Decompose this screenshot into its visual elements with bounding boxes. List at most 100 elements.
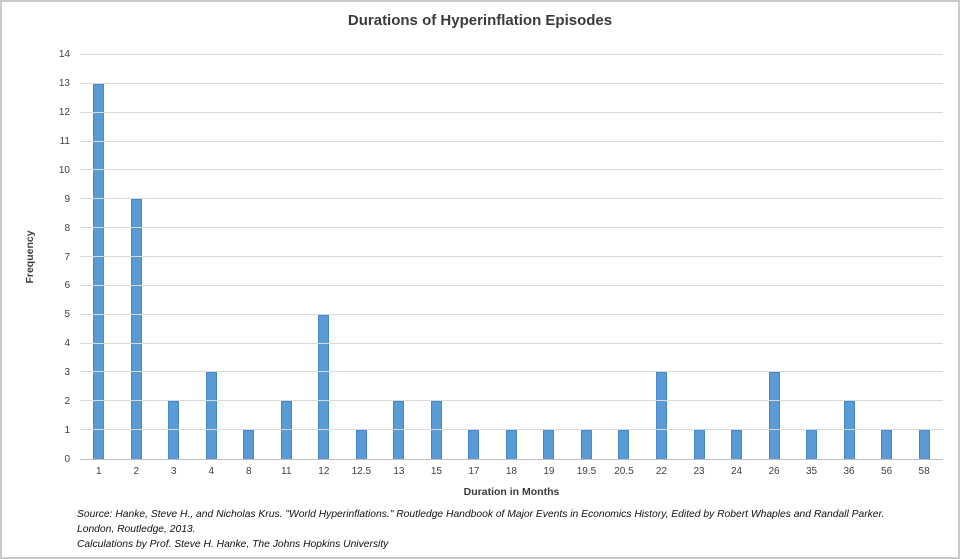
y-tick-label: 8 xyxy=(64,222,70,234)
bar-slot xyxy=(680,55,718,459)
x-tick-label: 3 xyxy=(171,466,177,477)
y-tick-label: 7 xyxy=(64,251,70,263)
y-tick-label: 5 xyxy=(64,309,70,321)
bar-slot xyxy=(718,55,756,459)
gridline xyxy=(80,371,943,373)
gridline xyxy=(80,227,943,229)
y-tick-label: 2 xyxy=(64,396,70,408)
gridline xyxy=(80,342,943,344)
bar xyxy=(505,430,517,459)
y-tick-label: 11 xyxy=(59,135,70,147)
bar xyxy=(93,83,105,459)
bar xyxy=(130,199,142,459)
x-tick-label: 23 xyxy=(693,466,705,477)
bar-slot xyxy=(193,55,231,459)
source-line: Calculations by Prof. Steve H. Hanke, Th… xyxy=(77,539,389,550)
bar xyxy=(918,430,930,459)
y-tick-label: 3 xyxy=(64,367,70,379)
bar-slot xyxy=(230,55,268,459)
source-footer: Source: Hanke, Steve H., and Nicholas Kr… xyxy=(77,507,947,552)
bar-slot xyxy=(418,55,456,459)
x-axis-title: Duration in Months xyxy=(463,486,560,498)
source-line: London, Routledge, 2013. xyxy=(77,524,196,535)
y-tick-label: 4 xyxy=(64,338,70,350)
bar-slot xyxy=(830,55,868,459)
bar-slot xyxy=(530,55,568,459)
y-tick-label: 10 xyxy=(58,164,70,176)
x-tick-label: 26 xyxy=(768,466,780,477)
source-line: Source: Hanke, Steve H., and Nicholas Kr… xyxy=(77,509,885,520)
bar-slot xyxy=(643,55,681,459)
x-tick-label: 13 xyxy=(393,466,405,477)
y-tick-label: 0 xyxy=(64,454,70,465)
bar-slot xyxy=(268,55,306,459)
bar-slot xyxy=(80,55,118,459)
gridline xyxy=(80,256,943,257)
x-tick-label: 19 xyxy=(543,466,555,477)
chart-title: Durations of Hyperinflation Episodes xyxy=(347,12,613,29)
bar-slot xyxy=(905,55,943,459)
bar xyxy=(881,430,893,459)
bar-slot xyxy=(305,55,343,459)
y-tick-label: 6 xyxy=(64,280,70,292)
y-tick-label: 12 xyxy=(58,106,70,118)
bar xyxy=(731,430,743,459)
gridline xyxy=(80,54,943,55)
x-tick-label: 20.5 xyxy=(614,466,634,477)
bar xyxy=(318,314,330,459)
gridline xyxy=(80,400,943,402)
gridline xyxy=(80,111,943,113)
x-tick-label: 35 xyxy=(805,466,818,477)
x-tick-label: 11 xyxy=(281,466,292,477)
y-tick-label: 1 xyxy=(64,425,70,437)
bar-slot xyxy=(343,55,381,459)
bars-container xyxy=(80,55,943,459)
x-tick-label: 36 xyxy=(843,466,855,477)
bar-slot xyxy=(155,55,193,459)
y-tick-label: 9 xyxy=(64,193,70,205)
bar-slot xyxy=(868,55,906,459)
y-tick-label: 14 xyxy=(58,49,70,60)
bar xyxy=(580,430,592,459)
bar xyxy=(693,430,705,459)
gridline xyxy=(80,429,943,431)
bar-slot xyxy=(493,55,531,459)
x-tick-label: 17 xyxy=(468,466,480,477)
bar xyxy=(806,430,818,459)
bar xyxy=(618,430,630,459)
x-tick-label: 2 xyxy=(133,466,140,477)
gridline xyxy=(80,313,943,315)
bar-slot xyxy=(380,55,418,459)
bar-slot xyxy=(755,55,793,459)
bar xyxy=(768,372,780,459)
x-tick-label: 24 xyxy=(730,466,743,477)
x-tick-label: 15 xyxy=(430,466,442,477)
x-tick-label: 18 xyxy=(505,466,517,477)
x-tick-label: 8 xyxy=(246,466,252,477)
bar-slot xyxy=(793,55,831,459)
bar-slot xyxy=(455,55,493,459)
x-tick-label: 12 xyxy=(318,466,330,477)
y-axis-title: Frequency xyxy=(24,230,36,284)
x-tick-label: 4 xyxy=(208,466,215,477)
gridline xyxy=(80,169,943,171)
bar xyxy=(355,430,367,459)
bar xyxy=(243,430,255,459)
x-tick-label: 58 xyxy=(918,466,930,477)
y-tick-label: 13 xyxy=(58,77,70,89)
x-tick-label: 1 xyxy=(95,466,102,477)
bar-slot xyxy=(118,55,156,459)
x-axis-tick-row: 1 2 3 4 8 11 12 12.5 13 15 17 18 19 19.5 20.5 22 23 24 26 3… xyxy=(80,466,943,477)
bar-slot xyxy=(605,55,643,459)
bar xyxy=(468,430,480,459)
bar-slot xyxy=(568,55,606,459)
gridline xyxy=(80,140,943,142)
x-tick-label: 22 xyxy=(655,466,668,477)
x-tick-label: 56 xyxy=(881,466,893,477)
plot-area xyxy=(80,54,943,460)
bar xyxy=(205,372,217,459)
x-tick-label: 19.5 xyxy=(576,466,597,477)
gridline xyxy=(80,198,943,200)
bar xyxy=(655,372,667,459)
